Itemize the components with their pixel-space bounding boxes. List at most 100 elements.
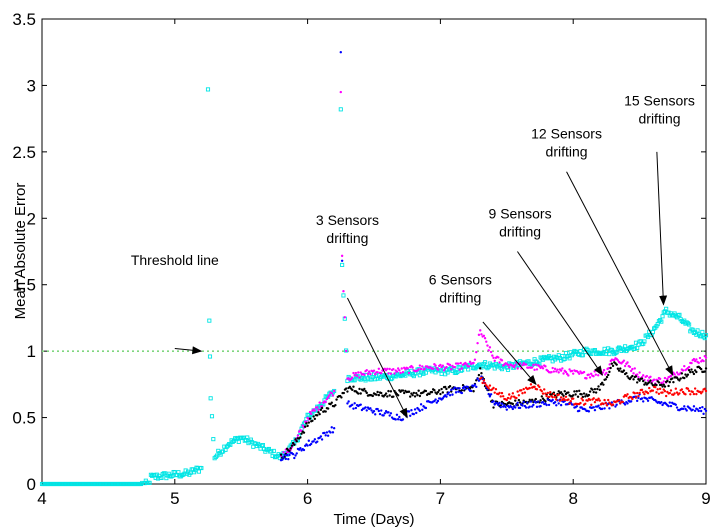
data-point: [499, 405, 502, 409]
data-point: [319, 435, 323, 438]
data-point: [289, 447, 292, 450]
data-point: [559, 369, 563, 372]
data-point: [311, 419, 314, 422]
data-point: [401, 418, 405, 421]
data-point: [593, 408, 597, 412]
data-point: [284, 457, 288, 461]
data-point: [697, 361, 700, 365]
data-point: [351, 403, 354, 406]
data-point: [354, 371, 358, 375]
data-point: [451, 393, 454, 396]
data-point: [535, 405, 539, 409]
data-point: [320, 406, 324, 410]
data-point: [330, 391, 333, 395]
data-point: [551, 398, 554, 402]
annotation-text: drifting: [439, 290, 481, 306]
data-point: [323, 431, 326, 435]
data-point: [553, 367, 557, 371]
data-point: [691, 390, 694, 394]
data-point: [339, 90, 342, 94]
data-point: [365, 409, 368, 412]
data-point: [660, 401, 663, 404]
data-point: [140, 480, 145, 486]
data-point: [595, 369, 599, 372]
data-point: [463, 385, 466, 388]
data-point: [396, 418, 400, 421]
data-point: [428, 392, 431, 396]
data-point: [533, 385, 536, 389]
data-point: [499, 395, 502, 398]
data-point: [626, 361, 629, 364]
data-point: [325, 431, 329, 434]
data-point: [515, 403, 518, 407]
data-point: [557, 390, 560, 393]
data-point: [413, 408, 417, 411]
annotation-arrow: [174, 346, 203, 355]
data-point: [352, 385, 355, 388]
data-point: [615, 363, 618, 366]
data-point: [684, 373, 687, 376]
data-point: [559, 403, 563, 407]
data-point: [529, 400, 533, 403]
data-point: [436, 368, 440, 371]
data-point: [410, 409, 413, 412]
data-point: [450, 368, 453, 371]
data-point: [154, 472, 159, 477]
data-point: [564, 395, 568, 398]
data-point: [476, 377, 479, 380]
data-point: [396, 394, 400, 397]
data-point: [480, 372, 483, 375]
data-point: [625, 371, 628, 375]
data-point: [701, 405, 704, 409]
data-point: [477, 333, 481, 337]
data-point: [638, 371, 641, 374]
data-point: [306, 444, 309, 447]
data-point: [488, 395, 492, 398]
data-point: [674, 387, 678, 390]
data-point: [596, 387, 599, 391]
data-point: [389, 390, 393, 393]
annotation-arrow: [656, 151, 668, 306]
data-point: [598, 399, 601, 402]
data-point: [393, 372, 396, 375]
data-point: [547, 395, 551, 399]
data-point: [623, 364, 627, 368]
data-point: [487, 392, 490, 396]
annotation-arrow: [482, 321, 537, 386]
data-point: [512, 365, 516, 369]
data-point: [500, 391, 504, 395]
data-point: [351, 388, 354, 392]
data-point: [605, 375, 609, 379]
data-point: [704, 367, 708, 370]
data-point: [271, 448, 276, 453]
data-point: [632, 346, 637, 351]
data-point: [433, 388, 436, 392]
data-point: [464, 387, 467, 391]
data-point: [492, 386, 495, 390]
data-point: [445, 365, 448, 369]
data-point: [570, 369, 574, 373]
data-point: [540, 365, 544, 368]
data-point: [528, 386, 531, 390]
data-point: [550, 371, 553, 374]
data-point: [517, 394, 521, 397]
data-point: [487, 387, 490, 390]
data-point: [294, 454, 297, 457]
data-point: [572, 372, 575, 375]
data-point: [418, 409, 422, 413]
data-point: [407, 390, 411, 393]
data-point: [611, 364, 615, 368]
data-point: [614, 405, 617, 408]
data-point: [398, 369, 401, 372]
data-point: [448, 363, 452, 367]
data-point: [283, 453, 286, 457]
annotation-3: 9 Sensors drifting: [489, 205, 603, 376]
data-point: [401, 389, 405, 392]
data-point: [569, 400, 572, 403]
data-point: [553, 395, 557, 399]
data-point: [457, 362, 460, 365]
series-3: [279, 51, 708, 462]
data-point: [594, 391, 598, 394]
data-point: [281, 458, 284, 461]
data-point: [365, 391, 368, 395]
